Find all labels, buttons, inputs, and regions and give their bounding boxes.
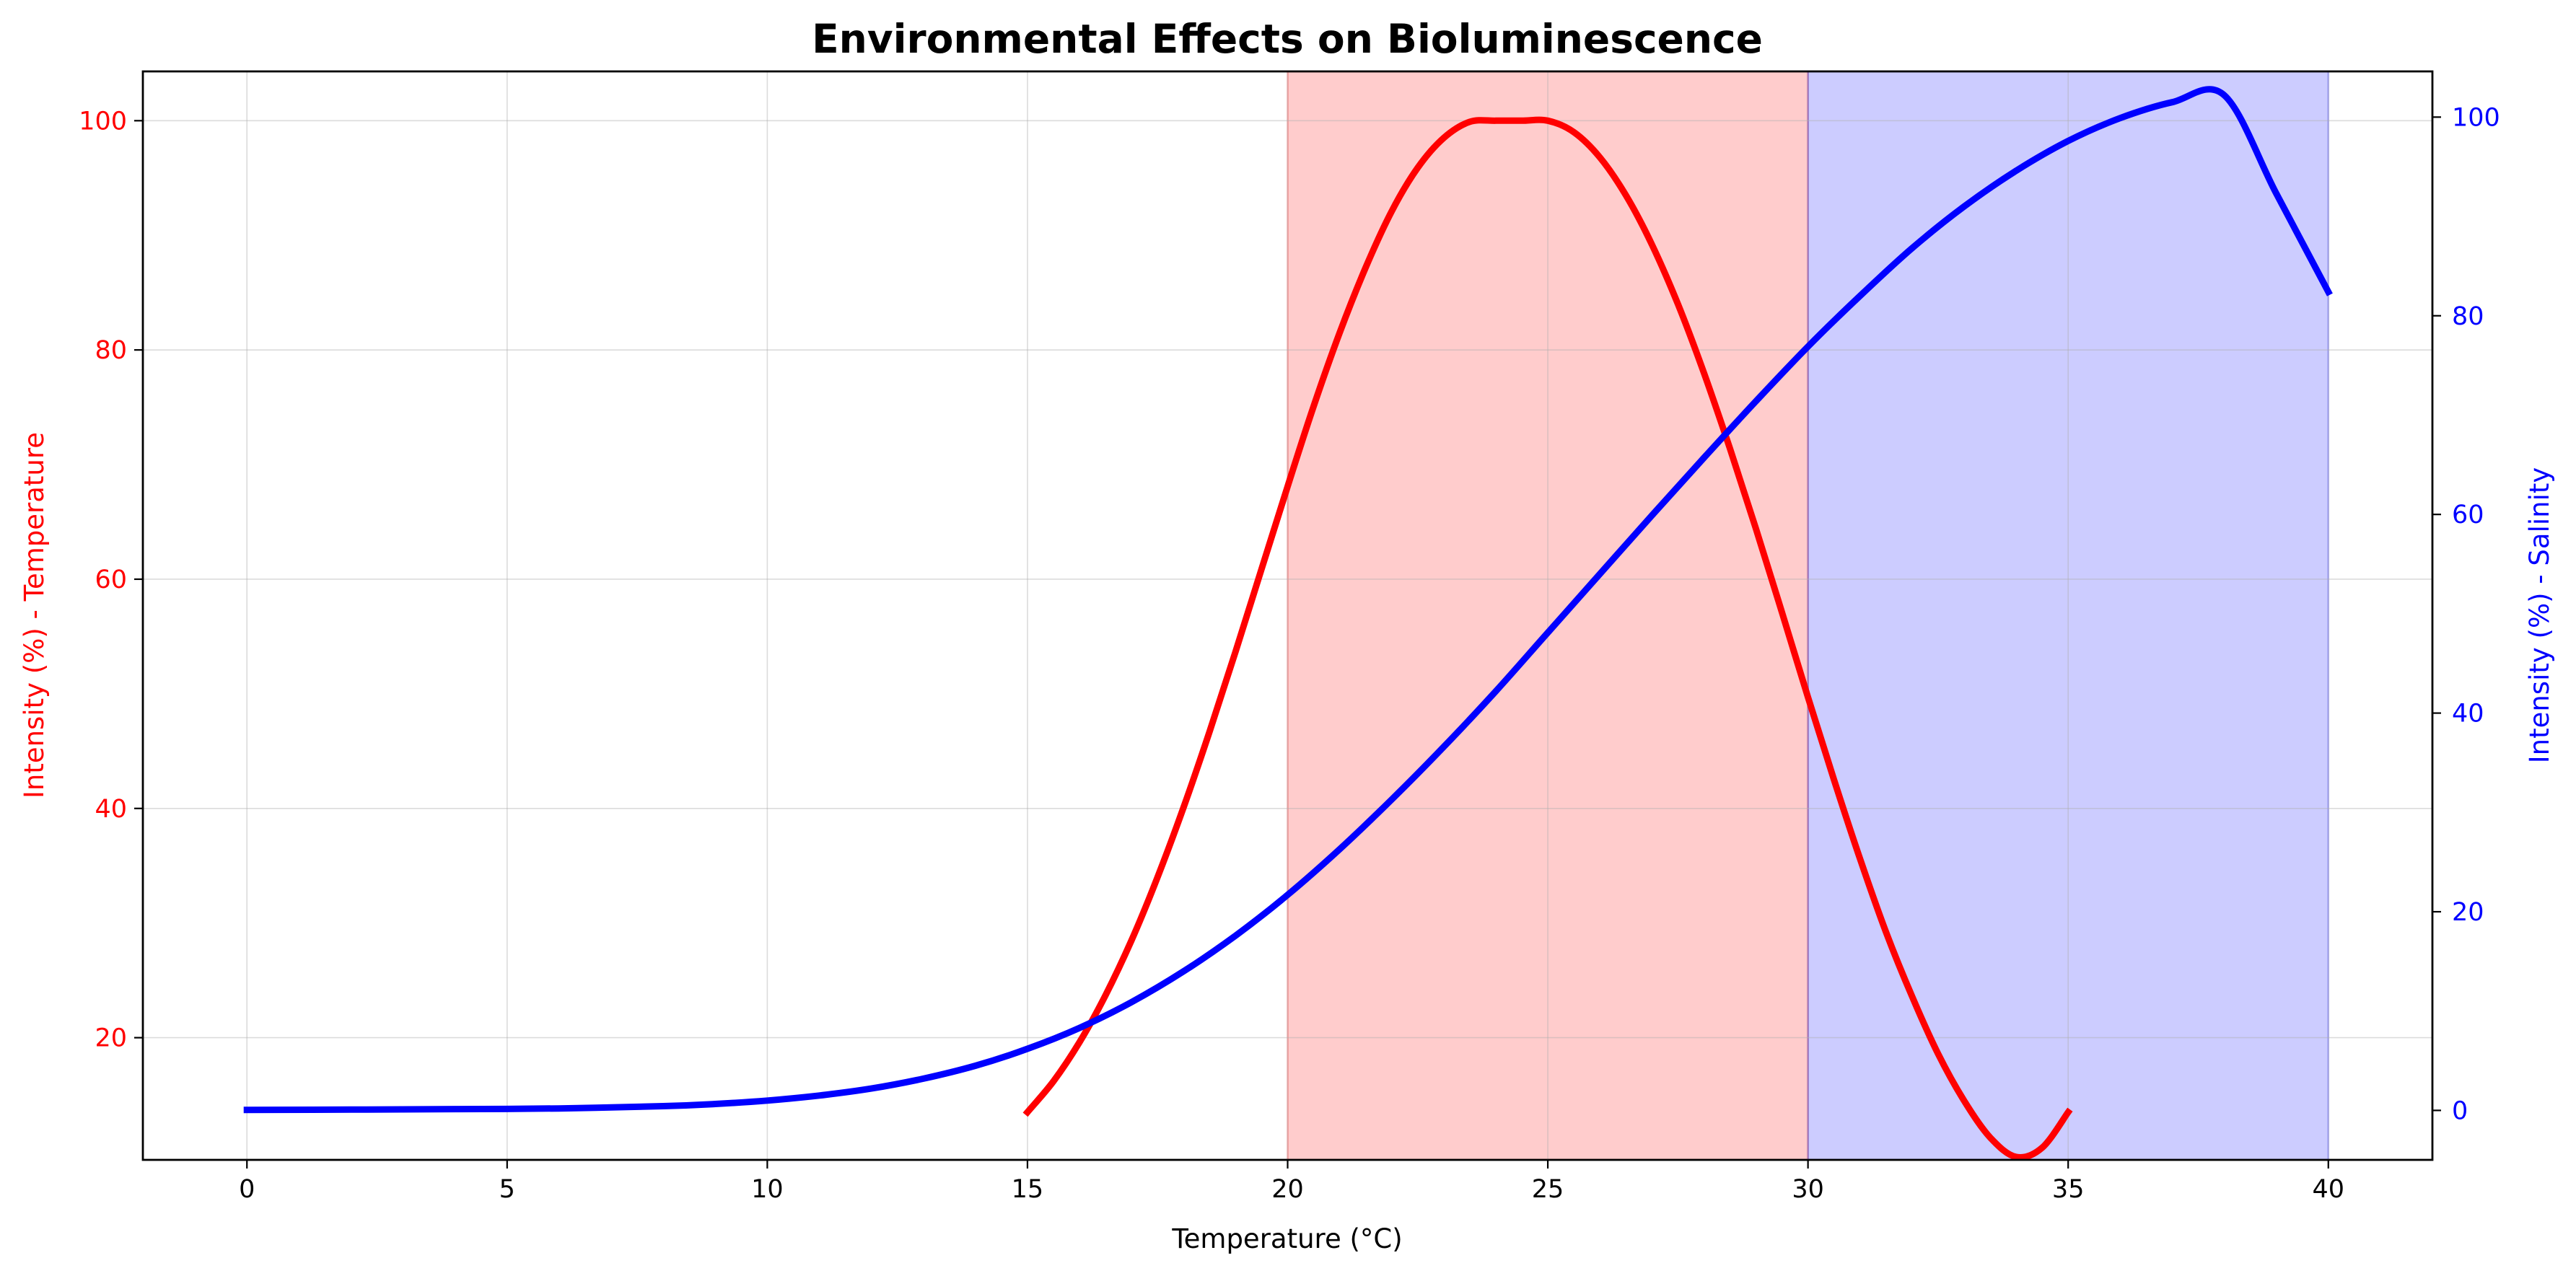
left-tick-label: 80	[95, 336, 127, 365]
x-tick-label: 20	[1271, 1175, 1304, 1204]
series-line-temperature	[1022, 116, 2073, 1161]
x-tick-label: 10	[751, 1175, 784, 1204]
left-axis-ticks: 20 40 60 80 100	[79, 107, 143, 1053]
x-tick-label: 5	[499, 1175, 515, 1204]
grid	[143, 71, 2432, 1160]
chart-title: Environmental Effects on Bioluminescence	[812, 16, 1763, 62]
left-tick-label: 60	[95, 566, 127, 594]
right-axis-label: Intensity (%) - Salinity	[2524, 467, 2555, 764]
right-tick-label: 60	[2452, 501, 2484, 529]
x-tick-label: 30	[1792, 1175, 1824, 1204]
x-tick-label: 15	[1012, 1175, 1044, 1204]
x-tick-label: 40	[2312, 1175, 2344, 1204]
shaded-region-2	[1808, 71, 2329, 1160]
left-tick-label: 40	[95, 795, 127, 824]
left-axis-label: Intensity (%) - Temperature	[19, 432, 50, 798]
series-lines	[243, 86, 2333, 1161]
right-axis-ticks: 0 20 40 60 80 100	[2432, 103, 2500, 1125]
series-line-salinity	[243, 86, 2333, 1114]
x-tick-label: 35	[2052, 1175, 2085, 1204]
x-axis-ticks: 0 5 10 15 20 25 30 35 40	[239, 1160, 2344, 1204]
right-tick-label: 40	[2452, 700, 2484, 729]
left-tick-label: 20	[95, 1024, 127, 1053]
x-tick-label: 0	[239, 1175, 255, 1204]
left-tick-label: 100	[79, 107, 127, 136]
right-tick-label: 20	[2452, 898, 2484, 927]
x-tick-label: 25	[1532, 1175, 1564, 1204]
right-tick-label: 100	[2452, 103, 2500, 132]
right-tick-label: 80	[2452, 302, 2484, 331]
x-axis-label: Temperature (°C)	[1171, 1223, 1402, 1254]
right-tick-label: 0	[2452, 1096, 2468, 1125]
